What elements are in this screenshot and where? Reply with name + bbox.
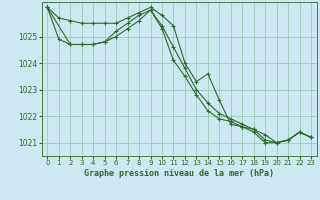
X-axis label: Graphe pression niveau de la mer (hPa): Graphe pression niveau de la mer (hPa) [84,169,274,178]
